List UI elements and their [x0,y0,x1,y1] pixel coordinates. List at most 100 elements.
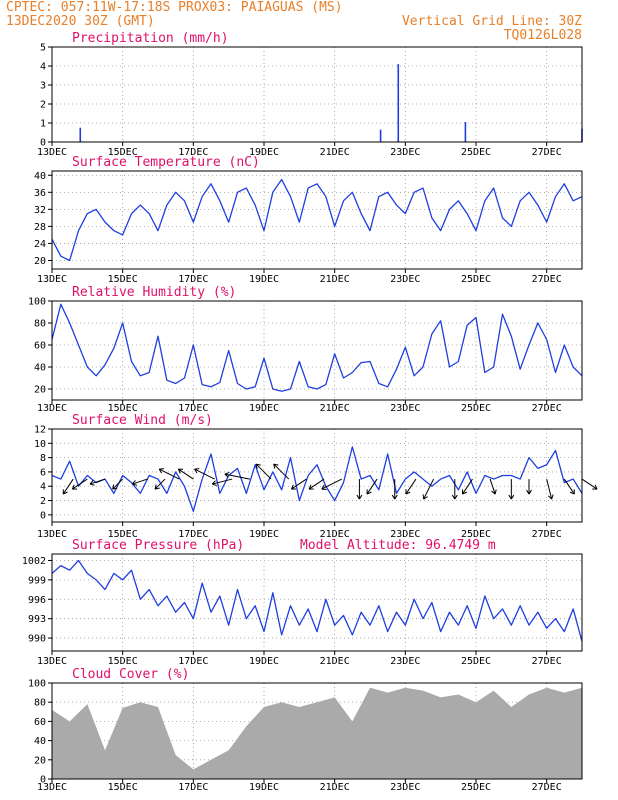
x-tick-label: 23DEC [390,529,420,540]
x-tick-label: 27DEC [532,656,562,667]
y-tick-label: 0 [40,138,46,149]
precip-bar [464,122,467,142]
y-tick-label: 1002 [22,556,46,567]
wind-arrow-head [255,463,261,469]
x-tick-label: 21DEC [320,274,350,285]
wind-arrow-head [132,480,138,486]
y-tick-label: 0 [40,775,46,786]
x-tick-label: 21DEC [320,782,350,793]
x-tick-label: 13DEC [37,529,67,540]
series-line [51,559,583,642]
y-tick-label: 100 [28,297,46,308]
wind-arrow-head [71,484,78,490]
wind-arrow [72,478,88,490]
header-station-line: CPTEC: 057:11W-17:18S PROX03: PAIAGUAS (… [6,0,343,15]
panel-title: Precipitation (mm/h) [72,31,229,46]
wind-arrow [255,463,272,480]
wind-arrow [154,478,166,490]
wind-arrow [291,478,307,490]
y-tick-label: 3 [40,81,46,92]
x-tick-label: 17DEC [178,782,208,793]
y-tick-label: 20 [34,385,46,396]
panel-4: 0 2 4 6 8 10 12 13DEC 15DEC 17DEC 19DEC 21DEC 23DEC 2… [34,413,598,540]
series-line [51,178,583,262]
wind-arrow-head [112,484,118,490]
x-tick-label: 25DEC [461,147,491,158]
y-tick-label: 36 [34,188,46,199]
wind-arrow-head [569,489,575,495]
wind-arrow-head [526,489,532,495]
y-tick-label: 28 [34,222,46,233]
x-tick-label: 15DEC [108,656,138,667]
x-tick-label: 17DEC [178,656,208,667]
y-tick-label: 20 [34,755,46,766]
panel-title: Surface Temperature (nC) [72,155,260,170]
wind-arrow [405,478,417,495]
panel-5: 990 993 996 999 1002 13DEC 15DEC 17DEC 19DEC 21DE… [22,538,583,667]
series-line [51,303,583,392]
wind-arrow-head [592,484,598,490]
wind-arrow-head [491,489,497,495]
wind-arrow-head [391,494,398,500]
x-tick-label: 27DEC [532,403,562,414]
x-tick-label: 13DEC [37,782,67,793]
wind-arrow [112,478,124,490]
x-tick-label: 13DEC [37,147,67,158]
x-tick-label: 23DEC [390,403,420,414]
wind-arrow [581,478,598,490]
x-tick-label: 15DEC [108,529,138,540]
y-tick-label: 10 [34,439,46,450]
y-tick-label: 32 [34,205,46,216]
wind-arrow [132,478,148,485]
wind-arrow [321,478,342,490]
y-tick-label: 4 [40,482,46,493]
y-tick-label: 12 [34,425,46,436]
y-tick-label: 20 [34,256,46,267]
header-run-date: 13DEC2020 30Z (GMT) [6,14,155,29]
panel-1: 0 1 2 3 4 5 13DEC 15DEC 17DEC 19DEC 21DEC 23DEC 25DE… [37,31,583,158]
panel-frame [51,46,583,143]
x-tick-label: 13DEC [37,274,67,285]
y-tick-label: 5 [40,43,46,54]
wind-arrow-head [194,468,200,474]
x-tick-label: 15DEC [108,403,138,414]
y-tick-label: 996 [28,595,46,606]
panel-annotation: Model Altitude: 96.4749 m [300,538,496,553]
x-tick-label: 23DEC [390,147,420,158]
wind-arrow-head [321,484,327,491]
y-tick-label: 2 [40,100,46,111]
precip-bar [397,64,400,142]
panel-frame [51,428,583,523]
wind-arrow-head [273,463,279,469]
wind-arrow-head [422,494,428,500]
x-tick-label: 25DEC [461,529,491,540]
y-tick-label: 40 [34,736,46,747]
wind-arrow [563,478,575,495]
x-tick-label: 25DEC [461,403,491,414]
wind-arrow [194,468,215,480]
wind-arrow [366,478,378,495]
x-tick-label: 13DEC [37,403,67,414]
wind-arrow-head [177,468,184,474]
wind-arrow [89,478,106,485]
x-tick-label: 25DEC [461,274,491,285]
header: CPTEC: 057:11W-17:18S PROX03: PAIAGUAS (… [6,0,582,43]
wind-arrow-head [451,494,458,500]
y-tick-label: 1 [40,119,46,130]
panel-frame [51,170,583,270]
x-tick-label: 19DEC [249,529,279,540]
wind-arrow [178,468,194,480]
wind-arrow-head [547,494,554,500]
x-tick-label: 21DEC [320,529,350,540]
cloud-cover-area [52,687,582,779]
precip-bar [79,127,82,142]
wind-arrow-head [508,494,515,500]
precip-bar [379,129,382,142]
wind-arrow-head [290,484,297,490]
x-tick-label: 23DEC [390,656,420,667]
wind-arrow-head [308,484,314,490]
panel-title: Relative Humidity (%) [72,285,236,300]
panel-frame [51,553,583,652]
wind-arrow [158,468,180,480]
